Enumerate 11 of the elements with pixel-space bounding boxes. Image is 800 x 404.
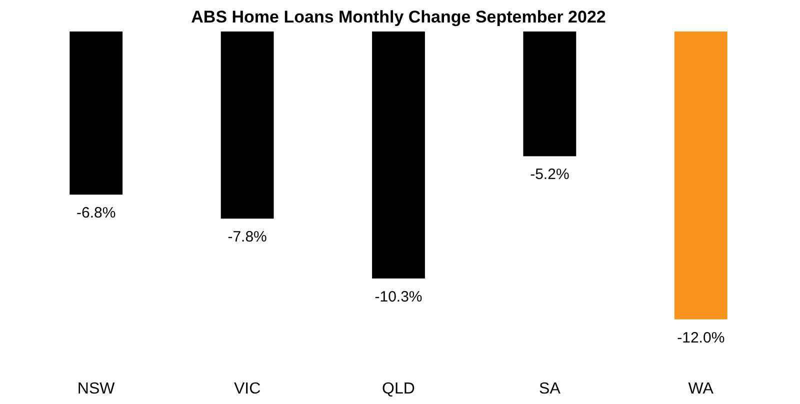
data-label: -5.2% <box>530 166 570 184</box>
x-tick-label: NSW <box>77 380 116 398</box>
x-tick-label: VIC <box>234 380 261 398</box>
data-label: -6.8% <box>76 204 116 222</box>
x-tick-label: SA <box>539 380 561 398</box>
x-tick-label: QLD <box>382 380 415 398</box>
data-label: -12.0% <box>677 329 725 346</box>
data-label: -10.3% <box>374 288 422 306</box>
data-label: -7.8% <box>228 228 267 246</box>
chart-title: ABS Home Loans Monthly Change September 2022 <box>191 8 606 26</box>
x-tick-label: WA <box>688 380 714 398</box>
